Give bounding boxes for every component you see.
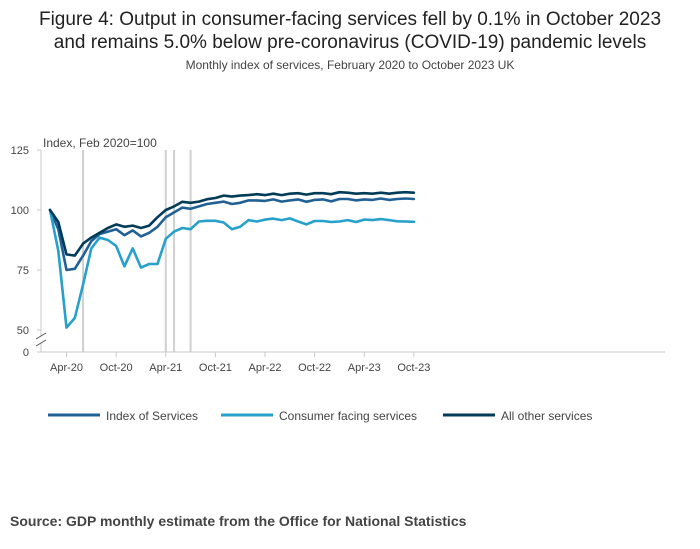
y-tick-label: 0 <box>23 347 29 359</box>
series-line-2 <box>48 208 416 329</box>
line-chart: 0 50 75 100 125 Apr-20 Oct-20 Apr-21 Oct-21 Apr-2… <box>11 136 665 423</box>
x-tick-label: Oct-21 <box>199 362 232 374</box>
y-tick-label: 75 <box>17 265 29 277</box>
x-tick-label: Oct-22 <box>298 362 331 374</box>
axis-break-mark <box>35 339 47 347</box>
legend: Index of Services Consumer facing service… <box>48 409 592 423</box>
y-tick-label: 125 <box>11 145 29 157</box>
source-note: Source: GDP monthly estimate from the Of… <box>10 513 467 529</box>
chart-title-line-2: and remains 5.0% below pre-coronavirus (… <box>53 32 647 53</box>
series-line-3 <box>48 190 416 257</box>
chart-title-line-1: Figure 4: Output in consumer-facing serv… <box>38 9 662 30</box>
x-tick-label: Oct-23 <box>397 362 430 374</box>
x-tick-label: Oct-20 <box>100 362 133 374</box>
y-tick-label: 50 <box>17 325 29 337</box>
chart-axes: 0 50 75 100 125 Apr-20 Oct-20 Apr-21 Oct-21 Apr-2… <box>11 145 665 374</box>
x-tick-label: Apr-22 <box>249 362 282 374</box>
series-line-1 <box>48 197 416 272</box>
x-tick-label: Apr-20 <box>50 362 83 374</box>
legend-label-3: All other services <box>501 409 592 423</box>
reference-lines <box>82 150 192 352</box>
axis-break-mark <box>35 332 47 340</box>
x-tick-label: Apr-23 <box>348 362 381 374</box>
y-tick-label: 100 <box>11 205 29 217</box>
chart-subtitle: Monthly index of services, February 2020… <box>185 58 515 72</box>
legend-label-2: Consumer facing services <box>279 409 417 423</box>
legend-label-1: Index of Services <box>106 409 198 423</box>
series-lines <box>48 190 416 329</box>
y-axis-label: Index, Feb 2020=100 <box>43 136 157 150</box>
chart-title: Figure 4: Output in consumer-facing serv… <box>0 8 700 54</box>
x-tick-label: Apr-21 <box>149 362 182 374</box>
